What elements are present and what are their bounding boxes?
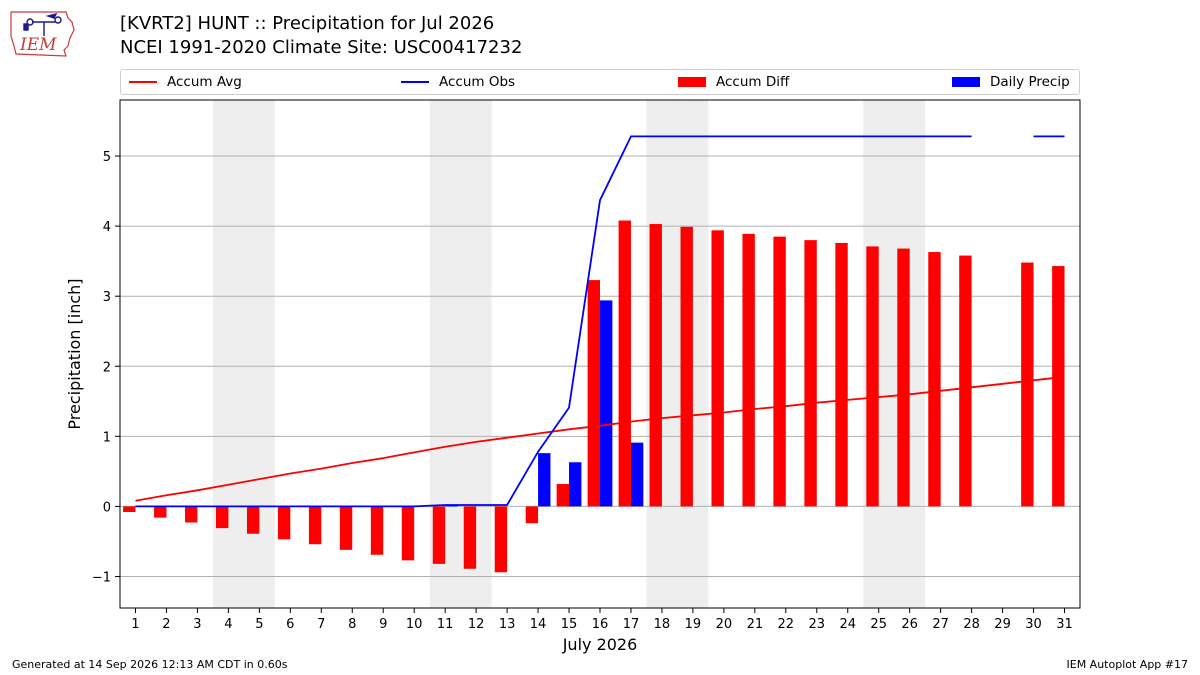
accum-diff-bar-day-20 [711,230,724,507]
x-tick-label-7: 7 [317,617,325,632]
legend-label-accum-diff: Accum Diff [716,74,790,90]
accum-diff-bar-day-12 [463,506,477,569]
app-label: IEM Autoplot App #17 [1066,658,1189,671]
x-tick-label-1: 1 [131,617,139,632]
y-axis-label: Precipitation [inch] [65,278,84,429]
x-tick-label-3: 3 [193,617,201,632]
daily-precip-bar-day-16 [600,300,613,507]
x-tick-label-8: 8 [348,617,356,632]
accum-diff-bar-day-21 [742,233,755,507]
x-tick-label-26: 26 [901,617,918,632]
daily-precip-bar-day-14 [538,453,551,507]
y-tick-label-0: −1 [92,570,111,585]
x-tick-label-28: 28 [963,617,980,632]
legend-swatch-daily-precip [952,77,980,87]
accum-avg-line [135,375,1065,502]
x-tick-label-12: 12 [468,617,485,632]
x-tick-label-10: 10 [406,617,423,632]
accum-diff-bar-day-14 [525,506,539,524]
legend-item-accum-avg: Accum Avg [129,73,242,91]
accum-diff-bar-day-27 [928,252,941,507]
x-tick-label-11: 11 [437,617,454,632]
legend-swatch-accum-avg [129,81,157,83]
y-tick-label-6: 5 [103,150,111,165]
accum-diff-bar-day-8 [339,506,353,550]
x-tick-label-21: 21 [747,617,764,632]
x-tick-label-18: 18 [654,617,671,632]
accum-diff-bar-day-19 [680,226,693,507]
accum-obs-line [135,135,1065,508]
y-tick-label-5: 4 [103,220,111,235]
accum-diff-bar-day-18 [649,224,662,507]
x-tick-label-29: 29 [994,617,1011,632]
weekend-shade-0 [212,100,275,608]
accum-diff-bar-day-30 [1021,262,1034,507]
chart-title: [KVRT2] HUNT :: Precipitation for Jul 20… [120,13,495,34]
iem-logo: IEM [10,11,75,57]
chart-subtitle: NCEI 1991-2020 Climate Site: USC00417232 [120,37,523,58]
x-tick-label-17: 17 [623,617,640,632]
x-tick-label-9: 9 [379,617,387,632]
accum-diff-bar-day-24 [835,242,848,507]
x-tick-label-22: 22 [778,617,795,632]
daily-precip-bar-day-17 [630,442,644,507]
accum-diff-bar-day-28 [959,255,972,507]
legend-label-accum-obs: Accum Obs [439,74,516,90]
accum-diff-bar-day-7 [308,506,322,545]
accum-diff-bar-day-13 [494,506,508,573]
accum-diff-bar-day-2 [154,506,167,518]
x-tick-label-5: 5 [255,617,263,632]
accum-diff-bar-day-25 [866,246,879,507]
x-tick-label-15: 15 [561,617,578,632]
legend-item-accum-diff: Accum Diff [678,73,789,91]
y-tick-label-3: 2 [103,360,111,375]
x-tick-label-2: 2 [162,617,170,632]
accum-diff-bar-day-22 [773,236,786,507]
y-tick-label-1: 0 [103,500,111,515]
accum-diff-bar-day-26 [897,248,910,507]
x-tick-label-20: 20 [716,617,733,632]
accum-diff-bar-day-1 [123,506,136,513]
accum-diff-bar-day-5 [246,506,260,534]
legend-item-accum-obs: Accum Obs [401,73,515,91]
daily-precip-bar-day-15 [569,462,582,507]
x-tick-label-19: 19 [685,617,702,632]
x-tick-label-27: 27 [932,617,949,632]
accum-diff-bar-day-31 [1052,266,1065,507]
accum-diff-bar-day-16 [587,280,600,507]
accum-diff-bar-day-9 [370,506,384,555]
generated-timestamp: Generated at 14 Sep 2026 12:13 AM CDT in… [12,658,288,671]
accum-diff-bar-day-17 [618,220,631,507]
x-tick-label-6: 6 [286,617,294,632]
accum-diff-bar-day-3 [185,506,198,523]
accum-diff-bar-day-10 [401,506,415,561]
x-tick-label-4: 4 [224,617,232,632]
accum-diff-bar-day-11 [432,506,446,564]
x-axis-label: July 2026 [562,635,638,654]
weather-station-icon [23,12,62,36]
logo-text: IEM [19,35,57,55]
accum-diff-bar-day-23 [804,240,817,507]
y-tick-label-2: 1 [103,430,111,445]
x-tick-label-24: 24 [839,617,856,632]
accum-diff-bar-day-4 [216,506,229,529]
accum-diff-bar-day-15 [556,483,570,507]
x-tick-label-13: 13 [499,617,516,632]
y-tick-label-4: 3 [103,290,111,305]
legend-swatch-accum-diff [678,77,706,87]
x-tick-label-25: 25 [870,617,887,632]
x-tick-label-30: 30 [1025,617,1042,632]
legend-swatch-accum-obs [401,81,429,83]
legend-label-accum-avg: Accum Avg [167,74,242,90]
x-tick-label-14: 14 [530,617,547,632]
x-tick-label-31: 31 [1056,617,1073,632]
accum-diff-bar-day-6 [277,506,291,540]
x-tick-label-23: 23 [809,617,826,632]
legend-item-daily-precip: Daily Precip [952,73,1070,91]
x-tick-label-16: 16 [592,617,609,632]
legend-label-daily-precip: Daily Precip [990,74,1070,90]
iowa-state-outline-icon [10,11,75,57]
chart-legend: Accum Avg Accum Obs Accum Diff Daily Pre… [120,69,1080,95]
